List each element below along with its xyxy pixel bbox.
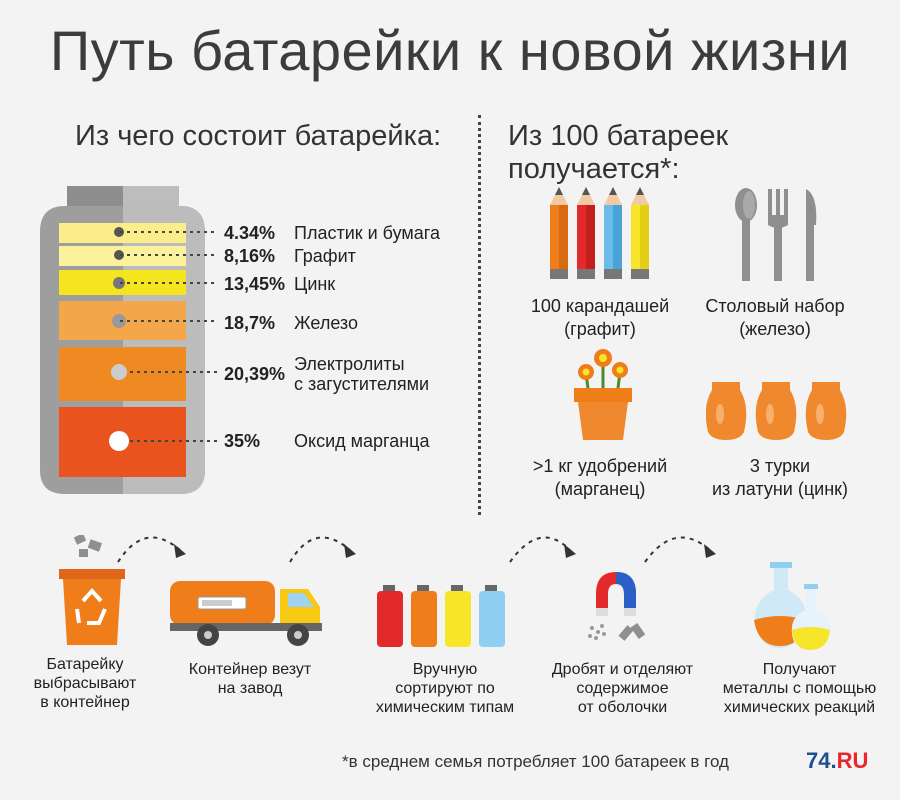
product-caption-fertilizer: >1 кг удобрений (марганец) [532, 456, 668, 499]
label-zinc: Цинк [294, 274, 336, 294]
step-caption-2: Контейнер везут на завод [188, 661, 312, 697]
recycle-bin-icon [59, 535, 125, 645]
step-caption-3: Вручную сортируют по химическим типам [375, 661, 515, 716]
percent-zinc: 13,45% [224, 274, 286, 294]
step-caption-4: Дробят и отделяют содержимое от оболочки [551, 661, 694, 716]
percent-graphite: 8,16% [224, 246, 276, 266]
percent-plastic: 4.34% [224, 223, 276, 243]
brand-logo: 74.RU [806, 748, 869, 773]
label-manganese-oxide: Оксид марганца [294, 431, 430, 451]
products-heading: Из 100 батареек получается*: [508, 120, 729, 185]
section-divider [478, 115, 481, 515]
product-caption-pencils: 100 карандашей (графит) [530, 296, 670, 339]
label-iron: Железо [294, 313, 358, 333]
truck-icon [170, 581, 322, 646]
leader-lines [120, 231, 218, 442]
step-caption-1: Батарейку выбрасывают в контейнер [33, 656, 137, 711]
product-caption-cutlery: Столовый набор (железо) [705, 296, 845, 339]
process-arrows [117, 536, 716, 563]
cutlery-icon [735, 188, 817, 281]
magnet-icon [588, 572, 646, 641]
page-title: Путь батарейки к новой жизни [49, 19, 851, 82]
label-plastic: Пластик и бумага [294, 223, 440, 243]
flower-pot-icon [574, 349, 632, 440]
step-caption-5: Получают металлы с помощью химических реак… [722, 661, 877, 716]
pencils-icon [550, 187, 649, 279]
product-caption-turkish-pots: 3 турки из латуни (цинк) [711, 456, 849, 499]
footnote: *в среднем семья потребляет 100 батареек… [342, 752, 729, 771]
composition-heading: Из чего состоит батарейка: [75, 120, 442, 152]
turkish-coffee-pots-icon [706, 382, 847, 440]
percent-iron: 18,7% [224, 313, 276, 333]
batteries-icon [377, 585, 505, 647]
percent-electrolytes: 20,39% [224, 364, 286, 384]
label-graphite: Графит [294, 246, 356, 266]
percent-manganese-oxide: 35% [224, 431, 261, 451]
flasks-icon [754, 562, 831, 650]
label-electrolytes: Электролиты с загустителями [294, 354, 430, 394]
